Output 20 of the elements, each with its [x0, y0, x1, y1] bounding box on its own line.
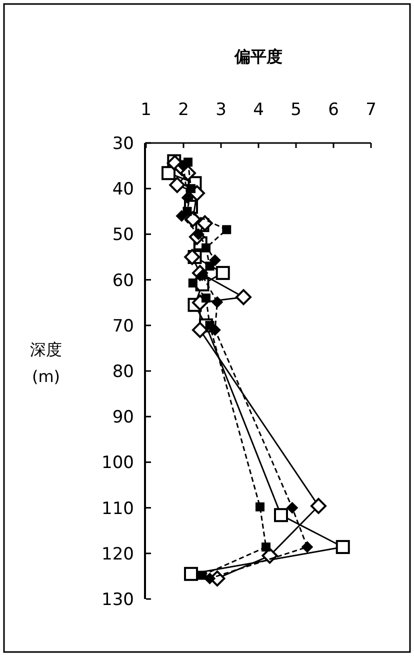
y-tick-label: 100 [102, 453, 134, 474]
chart-title: 偏平度 [234, 47, 282, 66]
y-tick-label: 60 [112, 270, 134, 291]
x-tick-label: 2 [178, 100, 189, 120]
y-tick-label: 40 [112, 180, 134, 200]
x-tick-label: 5 [290, 100, 302, 120]
y-tick-label: 30 [112, 134, 134, 154]
y-axis-title: 深度 (m) [30, 340, 62, 386]
x-tick-label: 1 [140, 100, 152, 120]
x-tick-label: 7 [366, 100, 376, 120]
y-tick-label: 130 [102, 590, 134, 610]
x-tick-label: 4 [253, 100, 264, 120]
x-tick-label: 6 [328, 100, 339, 120]
y-tick-label: 110 [102, 498, 134, 519]
y-tick-label: 90 [112, 408, 134, 428]
y-tick-label: 70 [112, 316, 134, 336]
y-tick-label: 50 [112, 225, 134, 246]
y-tick-label: 80 [112, 362, 134, 382]
y-tick-label: 120 [102, 544, 134, 564]
x-tick-label: 3 [216, 100, 226, 120]
